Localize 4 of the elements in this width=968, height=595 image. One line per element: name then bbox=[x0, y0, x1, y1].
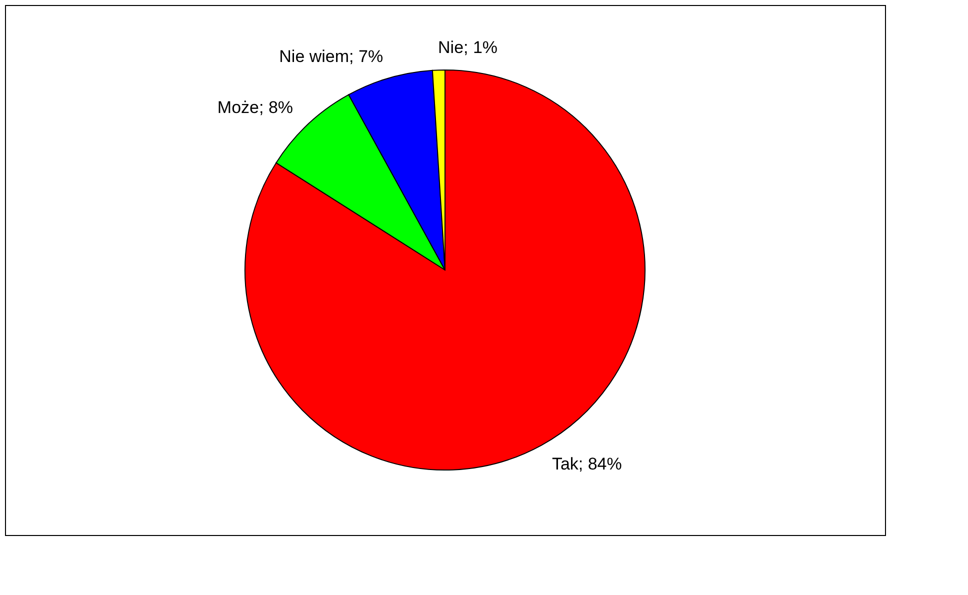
slice-label: Nie; 1% bbox=[438, 38, 498, 58]
slice-label: Nie wiem; 7% bbox=[279, 46, 384, 66]
slice-label: Tak; 84% bbox=[552, 454, 622, 474]
slice-label: Może; 8% bbox=[217, 98, 294, 118]
